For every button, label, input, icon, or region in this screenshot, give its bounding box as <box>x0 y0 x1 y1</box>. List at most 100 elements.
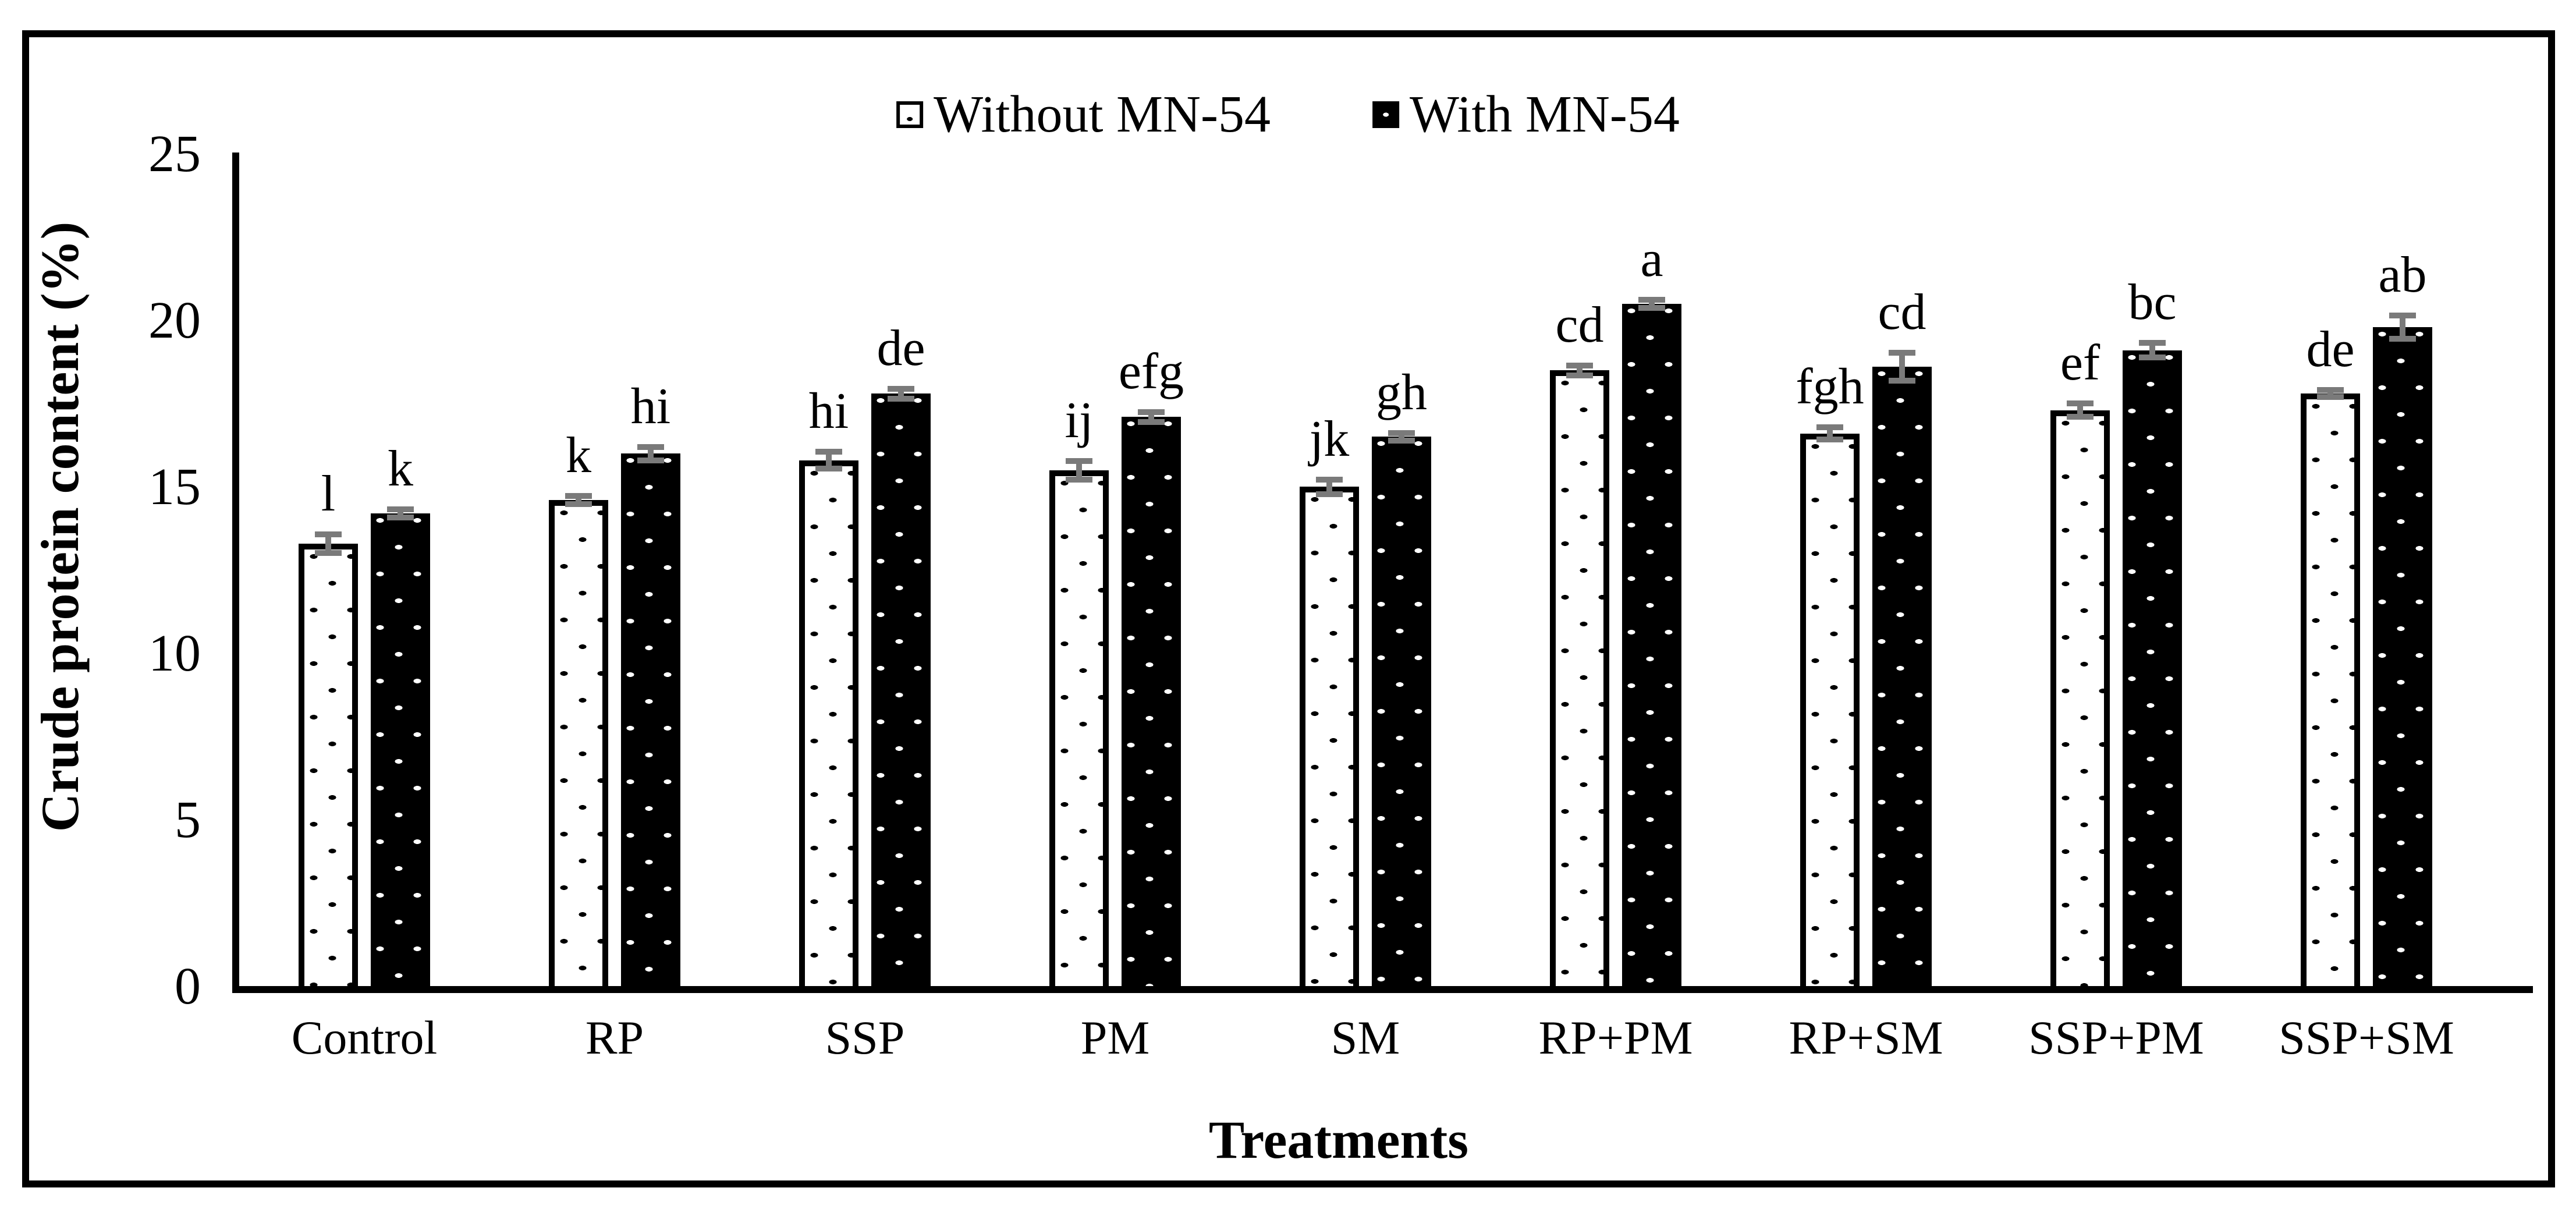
y-tick-label: 0 <box>175 958 201 1015</box>
error-bar-cap-top <box>2389 312 2416 318</box>
error-bar-cap-bottom <box>2317 393 2344 400</box>
bar-with-mn54 <box>1122 417 1181 993</box>
error-bar-line <box>2327 390 2333 397</box>
significance-letter: bc <box>2128 274 2177 331</box>
significance-letter: hi <box>630 378 671 435</box>
error-bar-line <box>898 388 904 399</box>
error-bar-cap-bottom <box>815 465 842 471</box>
legend-item-with: With MN-54 <box>1372 88 1680 141</box>
error-bar-cap-top <box>1889 350 1915 356</box>
error-bar-line <box>826 452 832 469</box>
bar-with-mn54 <box>1872 367 1932 993</box>
significance-letter: a <box>1640 231 1663 288</box>
error-bar-line <box>576 496 581 504</box>
error-bar-line <box>1326 479 1332 494</box>
error-bar-line <box>2149 343 2155 358</box>
error-bar-line <box>648 446 654 460</box>
error-bar-line <box>1649 299 1655 308</box>
category-label: SSP <box>825 1011 905 1064</box>
bar-with-mn54 <box>2123 350 2182 993</box>
y-axis-line <box>232 153 239 993</box>
bar-with-mn54 <box>621 453 680 993</box>
significance-letter: ab <box>2378 246 2427 303</box>
category-label: Control <box>291 1011 438 1064</box>
error-bar-line <box>1577 365 1582 375</box>
significance-letter: k <box>388 441 413 498</box>
bar-without-mn54 <box>1300 487 1359 993</box>
legend-swatch-with-icon <box>1372 101 1400 128</box>
category-label: RP+SM <box>1789 1011 1943 1064</box>
bar-with-mn54 <box>371 513 430 993</box>
error-bar-cap-top <box>888 385 914 392</box>
bar-without-mn54 <box>2050 410 2110 993</box>
legend-swatch-without-icon <box>896 101 924 128</box>
x-axis-title: Treatments <box>1208 1110 1469 1169</box>
category-label: RP+PM <box>1538 1011 1693 1064</box>
error-bar-cap-bottom <box>1138 419 1165 425</box>
bar-without-mn54 <box>1550 370 1609 993</box>
error-bar-cap-top <box>387 506 414 513</box>
bar-with-mn54 <box>2373 327 2432 993</box>
error-bar-line <box>1827 427 1833 440</box>
bar-with-mn54 <box>1622 303 1681 993</box>
error-bar-cap-top <box>1816 424 1843 431</box>
error-bar-cap-bottom <box>1388 438 1415 444</box>
error-bar-cap-top <box>2139 340 2166 346</box>
significance-letter: l <box>321 465 336 522</box>
legend-label-with: With MN-54 <box>1410 86 1680 143</box>
category-label: RP <box>585 1011 644 1064</box>
y-tick-label: 15 <box>148 458 201 516</box>
error-bar-line <box>2077 403 2083 417</box>
significance-letter: efg <box>1118 343 1184 400</box>
error-bar-cap-bottom <box>1638 304 1665 311</box>
y-tick-label: 10 <box>148 625 201 682</box>
error-bar-cap-bottom <box>1816 437 1843 443</box>
error-bar-line <box>398 509 403 517</box>
significance-letter: ef <box>2060 335 2100 392</box>
y-tick-label: 25 <box>148 125 201 183</box>
bar-without-mn54 <box>1049 470 1109 993</box>
significance-letter: de <box>877 320 925 377</box>
error-bar-cap-top <box>315 531 342 537</box>
error-bar-cap-top <box>2067 400 2094 407</box>
error-bar-cap-bottom <box>2139 354 2166 361</box>
figure-border <box>22 30 2555 1187</box>
significance-letter: cd <box>1878 284 1926 341</box>
error-bar-cap-top <box>2317 387 2344 393</box>
error-bar-cap-top <box>815 449 842 455</box>
error-bar-line <box>1148 412 1154 422</box>
error-bar-line <box>325 534 331 553</box>
bar-without-mn54 <box>549 500 608 993</box>
bar-without-mn54 <box>799 460 858 993</box>
error-bar-cap-bottom <box>565 501 592 508</box>
error-bar-cap-top <box>1566 362 1593 368</box>
bar-with-mn54 <box>871 393 931 993</box>
category-label: SSP+SM <box>2279 1011 2454 1064</box>
significance-letter: hi <box>808 383 849 440</box>
error-bar-cap-top <box>565 493 592 499</box>
legend: Without MN-54 With MN-54 <box>896 88 1680 141</box>
legend-item-without: Without MN-54 <box>896 88 1271 141</box>
significance-letter: ij <box>1065 392 1094 449</box>
error-bar-cap-bottom <box>2067 414 2094 420</box>
error-bar-cap-top <box>1066 458 1092 464</box>
error-bar-cap-bottom <box>1316 491 1343 497</box>
error-bar-cap-top <box>1638 296 1665 303</box>
error-bar-line <box>2400 315 2405 339</box>
error-bar-line <box>1399 432 1404 441</box>
significance-letter: de <box>2306 321 2355 378</box>
error-bar-cap-top <box>1316 476 1343 483</box>
y-tick-label: 5 <box>175 791 201 849</box>
error-bar-cap-bottom <box>1889 378 1915 384</box>
y-tick-label: 20 <box>148 292 201 349</box>
bar-without-mn54 <box>2301 393 2360 993</box>
x-axis-line <box>232 986 2533 993</box>
error-bar-cap-bottom <box>1566 372 1593 378</box>
error-bar-cap-bottom <box>1066 476 1092 483</box>
legend-label-without: Without MN-54 <box>934 86 1271 143</box>
significance-letter: k <box>566 427 591 484</box>
category-label: SSP+PM <box>2028 1011 2204 1064</box>
error-bar-cap-top <box>637 444 664 450</box>
